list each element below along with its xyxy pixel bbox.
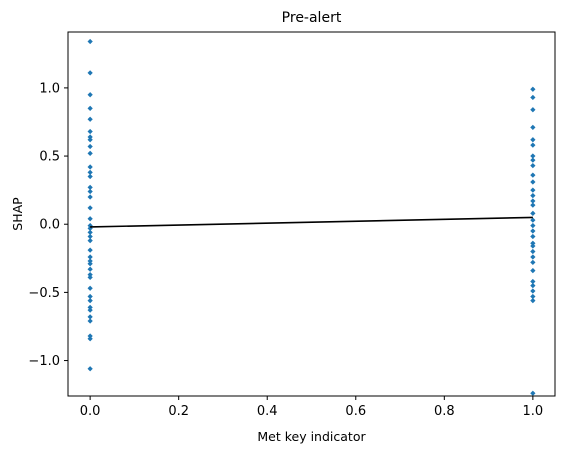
scatter-point (530, 187, 536, 193)
scatter-point (530, 259, 536, 266)
scatter-point (530, 390, 536, 396)
scatter-point (87, 137, 93, 143)
scatter-point (530, 192, 536, 199)
scatter-point (87, 188, 93, 195)
x-tick-label: 0.6 (345, 404, 366, 419)
scatter-point (530, 228, 536, 234)
scatter-point (87, 38, 93, 45)
scatter-point (87, 128, 93, 135)
y-tick-label: 1.0 (39, 81, 60, 96)
y-tick-label: −0.5 (28, 286, 60, 301)
scatter-point (87, 266, 93, 272)
scatter-point (87, 274, 93, 281)
scatter-point (87, 336, 93, 342)
scatter-point (530, 142, 536, 148)
scatter-point (87, 297, 93, 304)
y-tick-label: 0.5 (39, 150, 60, 165)
scatter-point (530, 137, 536, 143)
scatter-point (530, 172, 536, 178)
y-axis-label: SHAP (10, 197, 25, 231)
axes-frame (67, 31, 556, 397)
scatter-point (87, 205, 93, 211)
scatter-point (530, 267, 536, 274)
scatter-point (87, 173, 93, 180)
y-tick-label: 0.0 (39, 218, 60, 233)
scatter-point (87, 261, 93, 267)
scatter-point (530, 107, 536, 113)
scatter-point (530, 288, 536, 294)
scatter-point (87, 307, 93, 313)
scatter-point (530, 202, 536, 208)
plot-area: 0.0 0.2 0.4 0.6 0.8 1.0 −1.0 −0.5 0.0 0.5 1.0 (28, 31, 556, 419)
scatter-point (530, 243, 536, 249)
x-tick-label: 0.0 (80, 404, 101, 419)
scatter-point (87, 116, 93, 122)
scatter-point (530, 179, 536, 185)
scatter-point (530, 297, 536, 304)
chart-title: Pre-alert (282, 10, 342, 26)
x-axis-label: Met key indicator (257, 429, 366, 444)
scatter-point (87, 366, 93, 372)
scatter-point (530, 233, 536, 240)
scatter-point (530, 157, 536, 163)
scatter-point (87, 70, 93, 76)
scatter-point (87, 247, 93, 253)
x-tick-label: 0.2 (168, 404, 189, 419)
scatter-point (530, 210, 536, 216)
scatter-point (530, 282, 536, 289)
scatter-point (530, 86, 536, 92)
scatter-point (87, 194, 93, 200)
x-tick-label: 0.8 (434, 404, 455, 419)
scatter-point (530, 162, 536, 169)
scatter-point (87, 150, 93, 156)
scatter-point (87, 285, 93, 291)
scatter-point (530, 222, 536, 229)
scatter-point (530, 217, 536, 223)
scatter-point (87, 164, 93, 170)
scatter-point (530, 94, 536, 101)
scatter-point (87, 92, 93, 98)
scatter-point (530, 124, 536, 131)
scatter-point (87, 143, 93, 150)
scatter-point (87, 216, 93, 222)
scatter-point (530, 248, 536, 255)
scatter-point (87, 318, 93, 324)
y-tick-label: −1.0 (28, 354, 60, 369)
x-tick-label: 0.4 (257, 404, 278, 419)
x-tick-label: 1.0 (523, 404, 544, 419)
trend-line (90, 216, 533, 228)
scatter-point (530, 254, 536, 260)
scatter-point (87, 105, 93, 111)
scatter-point (87, 237, 93, 244)
